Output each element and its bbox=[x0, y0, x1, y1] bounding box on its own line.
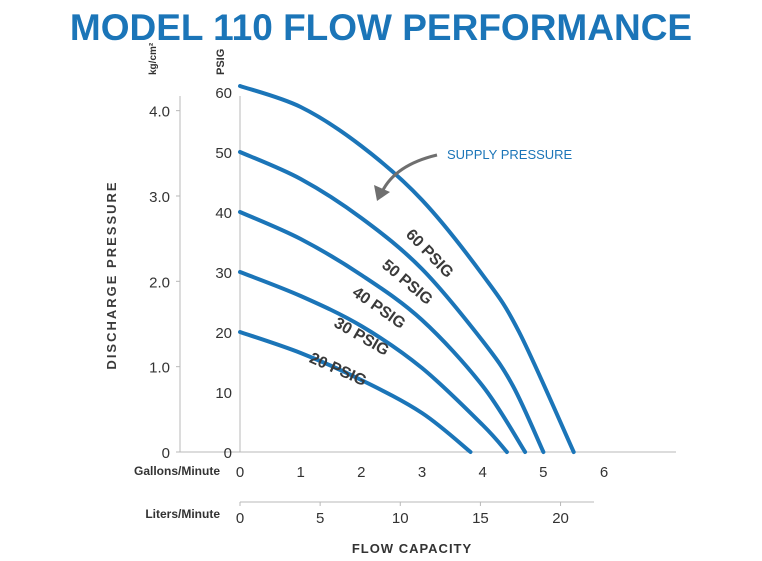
kg-tick-label: 3.0 bbox=[149, 189, 170, 206]
psig-tick-label: 10 bbox=[215, 385, 232, 402]
supply-pressure-arrowhead bbox=[374, 185, 390, 201]
gpm-tick-label: 3 bbox=[418, 464, 426, 481]
series-line-50-psig bbox=[238, 150, 546, 454]
chart-title: MODEL 110 FLOW PERFORMANCE bbox=[70, 7, 692, 48]
psig-tick-label: 30 bbox=[215, 265, 232, 282]
series-line-40-psig bbox=[238, 210, 528, 454]
series-line-20-psig bbox=[238, 330, 473, 454]
kg-tick-label: 0 bbox=[162, 445, 170, 462]
lpm-tick-label: 5 bbox=[316, 510, 324, 527]
gpm-tick-label: 4 bbox=[479, 464, 487, 481]
lpm-tick-label: 10 bbox=[392, 510, 409, 527]
psig-tick-label: 0 bbox=[224, 445, 232, 462]
lpm-tick-label: 20 bbox=[552, 510, 569, 527]
supply-pressure-annotation: SUPPLY PRESSURE bbox=[447, 147, 573, 162]
y-axis-title: DISCHARGE PRESSURE bbox=[104, 180, 119, 369]
gpm-tick-label: 2 bbox=[357, 464, 365, 481]
lpm-tick-label: 0 bbox=[236, 510, 244, 527]
gpm-tick-label: 0 bbox=[236, 464, 244, 481]
gpm-units-label: Gallons/Minute bbox=[134, 464, 220, 478]
kg-units-label: kg/cm² bbox=[148, 42, 159, 75]
x-axis-title: FLOW CAPACITY bbox=[352, 541, 472, 556]
gpm-tick-label: 1 bbox=[296, 464, 304, 481]
series-label: 50 PSIG bbox=[378, 257, 435, 309]
series-lines bbox=[238, 84, 576, 454]
series-line-60-psig bbox=[238, 84, 576, 454]
series-label: 20 PSIG bbox=[307, 350, 369, 390]
gpm-tick-label: 6 bbox=[600, 464, 608, 481]
gpm-tick-label: 5 bbox=[539, 464, 547, 481]
kg-tick-label: 4.0 bbox=[149, 104, 170, 121]
kg-tick-label: 1.0 bbox=[149, 360, 170, 377]
lpm-tick-label: 15 bbox=[472, 510, 489, 527]
psig-tick-label: 60 bbox=[215, 85, 232, 102]
psig-tick-label: 40 bbox=[215, 205, 232, 222]
supply-pressure-arrow bbox=[380, 153, 438, 193]
kg-tick-label: 2.0 bbox=[149, 274, 170, 291]
psig-tick-label: 50 bbox=[215, 145, 232, 162]
psig-units-label: PSIG bbox=[215, 49, 227, 75]
lpm-units-label: Liters/Minute bbox=[145, 507, 220, 521]
psig-tick-label: 20 bbox=[215, 325, 232, 342]
series-line-30-psig bbox=[238, 270, 509, 454]
